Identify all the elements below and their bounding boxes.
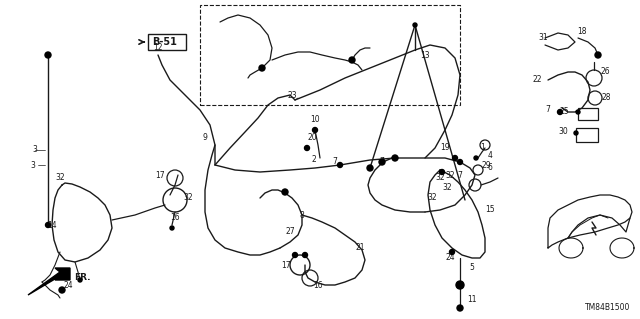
Circle shape (303, 253, 307, 257)
Text: 32: 32 (442, 182, 452, 191)
Text: 19: 19 (440, 144, 450, 152)
Text: 13: 13 (420, 50, 430, 60)
Text: 32: 32 (445, 170, 455, 180)
Text: TM84B1500: TM84B1500 (586, 303, 630, 313)
Text: 20: 20 (307, 133, 317, 143)
Text: 27: 27 (285, 227, 295, 236)
Circle shape (449, 249, 454, 255)
Text: FR.: FR. (74, 273, 90, 283)
Polygon shape (28, 268, 70, 295)
Text: 22: 22 (532, 76, 541, 85)
Text: 5: 5 (470, 263, 474, 272)
Circle shape (170, 226, 174, 230)
Text: 4: 4 (488, 151, 492, 160)
Text: 1: 1 (481, 144, 485, 152)
Text: 32: 32 (55, 174, 65, 182)
Text: B-51: B-51 (152, 37, 177, 47)
Circle shape (574, 131, 578, 135)
Text: 32: 32 (427, 194, 437, 203)
Circle shape (595, 52, 601, 58)
Text: 17: 17 (281, 261, 291, 270)
Circle shape (452, 155, 458, 160)
Text: 23: 23 (287, 91, 297, 100)
Text: 7: 7 (458, 170, 463, 180)
Circle shape (457, 305, 463, 311)
Text: 7: 7 (333, 158, 337, 167)
Circle shape (59, 287, 65, 293)
Text: 11: 11 (467, 295, 477, 305)
Circle shape (45, 222, 51, 227)
Circle shape (557, 109, 563, 115)
Text: 17: 17 (155, 170, 165, 180)
Bar (578, 108, 598, 120)
Circle shape (576, 110, 580, 114)
Circle shape (337, 162, 342, 167)
Text: 21: 21 (355, 243, 365, 253)
Text: 26: 26 (600, 68, 610, 77)
Circle shape (379, 159, 385, 165)
Text: 7: 7 (545, 106, 550, 115)
Text: 6: 6 (488, 164, 492, 173)
Text: 32: 32 (183, 194, 193, 203)
Circle shape (312, 128, 317, 132)
Bar (576, 128, 598, 142)
Text: 12: 12 (153, 43, 163, 53)
Text: 24: 24 (445, 254, 455, 263)
Circle shape (349, 57, 355, 63)
Bar (148, 34, 186, 50)
Circle shape (282, 189, 288, 195)
Text: 16: 16 (170, 213, 180, 222)
Text: 8: 8 (300, 211, 305, 219)
Circle shape (392, 155, 398, 161)
Circle shape (78, 278, 82, 282)
Text: 3: 3 (31, 160, 35, 169)
Circle shape (259, 65, 265, 71)
Circle shape (292, 253, 298, 257)
Text: 18: 18 (577, 27, 587, 36)
Text: 3: 3 (33, 145, 37, 154)
Text: 16: 16 (313, 280, 323, 290)
Text: 24: 24 (63, 280, 73, 290)
Text: 29: 29 (481, 160, 491, 169)
Circle shape (413, 23, 417, 27)
Text: 31: 31 (538, 33, 548, 42)
Text: 25: 25 (559, 108, 569, 116)
Circle shape (456, 281, 464, 289)
Circle shape (305, 145, 310, 151)
Text: 7: 7 (380, 158, 385, 167)
Text: 2: 2 (312, 155, 316, 165)
Circle shape (440, 169, 445, 174)
Circle shape (45, 52, 51, 58)
Text: 15: 15 (485, 205, 495, 214)
Circle shape (474, 156, 478, 160)
Text: 30: 30 (558, 128, 568, 137)
Text: 14: 14 (47, 220, 57, 229)
Bar (200, 5, 460, 105)
Text: 9: 9 (203, 133, 207, 143)
Text: 10: 10 (310, 115, 320, 124)
Circle shape (367, 165, 373, 171)
Circle shape (458, 160, 463, 165)
Text: 28: 28 (601, 93, 611, 102)
Text: 32: 32 (435, 174, 445, 182)
